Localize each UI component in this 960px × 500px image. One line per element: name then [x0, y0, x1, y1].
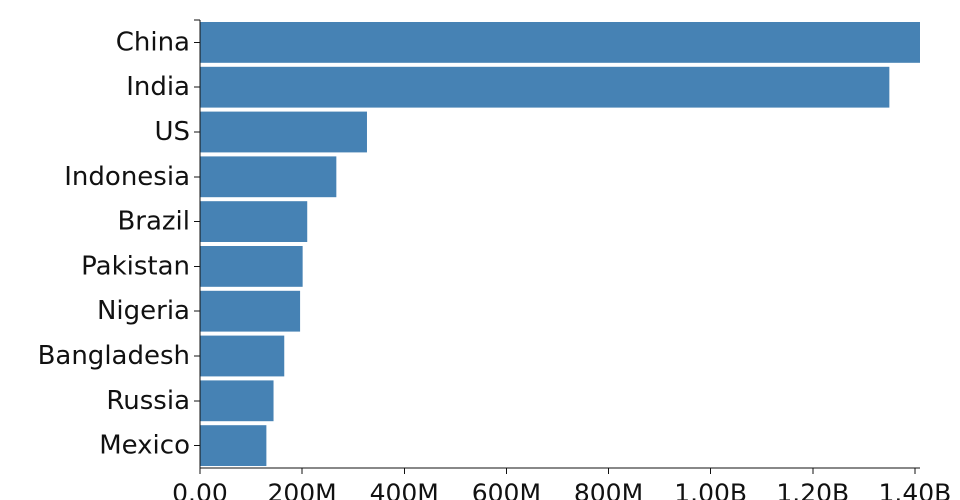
category-label-pakistan: Pakistan [81, 251, 190, 281]
bar-india [200, 66, 890, 108]
x-tick-label-0: 0.00 [172, 479, 228, 500]
bar-mexico [200, 425, 267, 466]
category-label-china: China [116, 27, 190, 57]
y-axis: China India US Indonesia Brazil Pakistan Niger… [38, 19, 201, 468]
bar-us [200, 111, 367, 153]
category-label-indonesia: Indonesia [64, 162, 190, 192]
bar-china [200, 22, 920, 63]
bar-brazil [200, 201, 308, 242]
bar-nigeria [200, 290, 301, 332]
x-tick-label-6: 1.20B [776, 479, 849, 500]
category-label-us: US [154, 117, 190, 147]
category-label-bangladesh: Bangladesh [38, 341, 190, 371]
bar-bangladesh [200, 335, 285, 377]
x-tick-label-1: 200M [267, 479, 336, 500]
bar-indonesia [200, 156, 337, 198]
category-label-russia: Russia [106, 386, 190, 416]
x-tick-label-3: 600M [472, 479, 541, 500]
category-label-nigeria: Nigeria [97, 296, 190, 326]
bars-group [200, 22, 920, 466]
x-tick-label-5: 1.00B [674, 479, 747, 500]
bar-pakistan [200, 246, 303, 287]
category-label-brazil: Brazil [117, 207, 190, 237]
x-tick-label-7: 1.40B [878, 479, 951, 500]
x-tick-label-2: 400M [370, 479, 439, 500]
x-tick-label-4: 800M [574, 479, 643, 500]
x-axis: 0.00 200M 400M 600M 800M 1.00B 1.20B 1.40B [172, 467, 951, 500]
bar-russia [200, 380, 274, 422]
category-label-mexico: Mexico [99, 431, 190, 461]
category-label-india: India [126, 72, 190, 102]
